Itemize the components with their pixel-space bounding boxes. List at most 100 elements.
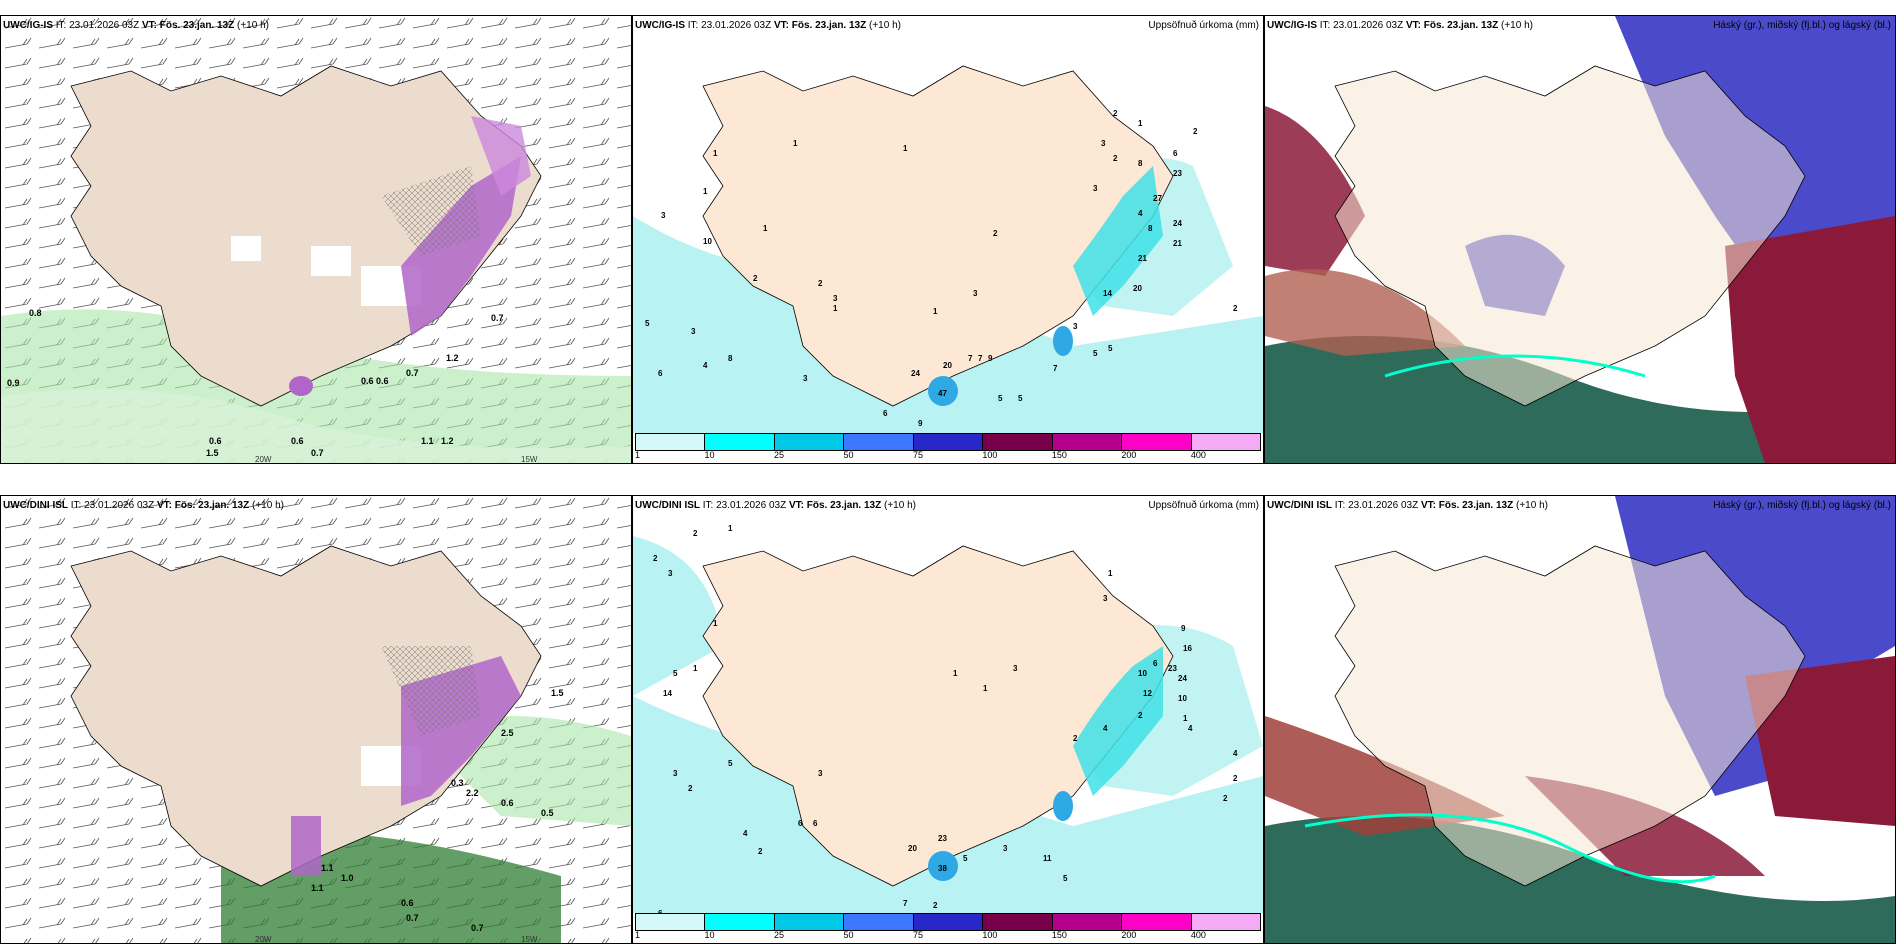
value-label: 1.1 bbox=[321, 863, 334, 873]
value-label: 16 bbox=[1183, 644, 1192, 653]
colorbar-tick: 50 bbox=[843, 450, 854, 460]
value-label: 5 bbox=[728, 759, 733, 768]
colorbar-swatch bbox=[1122, 914, 1192, 930]
axis-label: 15W bbox=[521, 935, 538, 943]
value-label: 8 bbox=[1148, 224, 1153, 233]
colorbar-swatch bbox=[774, 434, 845, 450]
colorbar-tick: 10 bbox=[704, 450, 715, 460]
value-label: 1.5 bbox=[551, 688, 564, 698]
value-label: 7 bbox=[978, 354, 983, 363]
colorbar-tick: 150 bbox=[1051, 930, 1067, 940]
value-label: 2 bbox=[753, 274, 758, 283]
colorbar-tick: 100 bbox=[982, 930, 998, 940]
value-label: 23 bbox=[1168, 664, 1177, 673]
value-label: 5 bbox=[1093, 349, 1098, 358]
value-label: 21 bbox=[1138, 254, 1147, 263]
value-label: 1 bbox=[713, 149, 718, 158]
map-wind-snow: 1.1 1.0 1.1 0.5 0.6 0.7 0.6 0.3 0.7 1.5 … bbox=[1, 496, 631, 943]
value-label: 1 bbox=[903, 144, 908, 153]
value-label: 0.6 bbox=[401, 898, 414, 908]
value-label: 2 bbox=[1113, 154, 1118, 163]
value-label: 3 bbox=[1003, 844, 1008, 853]
colorbar-tick: 75 bbox=[912, 930, 923, 940]
value-label: 4 bbox=[1233, 749, 1238, 758]
value-label: 14 bbox=[1103, 289, 1112, 298]
value-label: 1 bbox=[833, 304, 838, 313]
map-precip: 2 1 2 3 5 1 14 3 2 1 4 6 6 5 3 2 6 1 3 9… bbox=[633, 496, 1263, 943]
value-label: 2 bbox=[1233, 304, 1238, 313]
value-label: 1 bbox=[933, 307, 938, 316]
value-label: 2.2 bbox=[466, 788, 479, 798]
value-label: 2 bbox=[653, 554, 658, 563]
colorbar-swatch bbox=[844, 914, 914, 930]
value-label: 6 bbox=[1173, 149, 1178, 158]
value-label: 2 bbox=[1233, 774, 1238, 783]
panel-header: UWC/DINI ISL IT: 23.01.2026 03Z VT: Fös.… bbox=[635, 500, 916, 511]
panel-header: UWC/DINI ISL IT: 23.01.2026 03Z VT: Fös.… bbox=[1267, 500, 1548, 511]
value-label: 4 bbox=[1188, 724, 1193, 733]
value-label: 4 bbox=[743, 829, 748, 838]
axis-label: 20W bbox=[255, 455, 272, 463]
colorbar-swatch bbox=[705, 434, 775, 450]
value-label: 20 bbox=[943, 361, 952, 370]
map-precip: 3 10 5 4 6 3 2 3 1 1 1 2 3 1 3 2 4 8 2 6… bbox=[633, 16, 1263, 463]
value-label: 0.9 bbox=[7, 378, 20, 388]
colorbar-swatch bbox=[1052, 914, 1123, 930]
colorbar-tick: 200 bbox=[1121, 930, 1137, 940]
map-clouds bbox=[1265, 496, 1895, 943]
value-label: 3 bbox=[691, 327, 696, 336]
value-label: 3 bbox=[818, 769, 823, 778]
colorbar-swatch bbox=[844, 434, 914, 450]
value-label: 8 bbox=[728, 354, 733, 363]
colorbar-swatch bbox=[1191, 434, 1260, 450]
value-label: 9 bbox=[918, 419, 923, 428]
value-label: 0.7 bbox=[311, 448, 324, 458]
value-label: 38 bbox=[938, 864, 947, 873]
colorbar-swatch bbox=[705, 914, 775, 930]
panel-title: Uppsöfnuð úrkoma (mm) bbox=[1148, 20, 1259, 31]
value-label: 2.5 bbox=[501, 728, 514, 738]
colorbar-tick: 100 bbox=[982, 450, 998, 460]
value-label: 0.7 bbox=[471, 923, 484, 933]
value-label: 24 bbox=[1178, 674, 1187, 683]
value-label: 1 bbox=[1108, 569, 1113, 578]
colorbar-swatch bbox=[774, 914, 845, 930]
value-label: 3 bbox=[1093, 184, 1098, 193]
value-label: 0.6 bbox=[291, 436, 304, 446]
value-label: 7 bbox=[968, 354, 973, 363]
value-label: 6 bbox=[798, 819, 803, 828]
value-label: 2 bbox=[1223, 794, 1228, 803]
value-label: 2 bbox=[1113, 109, 1118, 118]
value-label: 0.8 bbox=[29, 308, 42, 318]
colorbar-tick: 400 bbox=[1190, 930, 1206, 940]
value-label: 9 bbox=[988, 354, 993, 363]
value-label: 3 bbox=[1073, 322, 1078, 331]
panel-header: UWC/IG-IS IT: 23.01.2026 03Z VT: Fös. 23… bbox=[635, 20, 901, 31]
value-label: 10 bbox=[703, 237, 712, 246]
value-label: 5 bbox=[1108, 344, 1113, 353]
colorbar-swatch bbox=[913, 914, 984, 930]
value-label: 0.5 bbox=[541, 808, 554, 818]
value-label: 5 bbox=[645, 319, 650, 328]
value-label: 2 bbox=[758, 847, 763, 856]
value-label: 1 bbox=[703, 187, 708, 196]
colorbar-tick: 1 bbox=[635, 450, 641, 460]
colorbar-tick: 400 bbox=[1190, 450, 1206, 460]
value-label: 6 bbox=[1153, 659, 1158, 668]
panel-title: Uppsöfnuð úrkoma (mm) bbox=[1148, 500, 1259, 511]
value-label: 1.0 bbox=[341, 873, 354, 883]
value-label: 20 bbox=[1133, 284, 1142, 293]
panel-dini-snow: UWC/DINI ISL IT: 23.01.2026 03Z VT: Fös.… bbox=[0, 495, 632, 944]
value-label: 5 bbox=[1018, 394, 1023, 403]
axis-label: 15W bbox=[521, 455, 538, 463]
value-label: 7 bbox=[903, 899, 908, 908]
panel-header: UWC/IG-IS IT: 23.01.2026 03Z VT: Fös. 23… bbox=[1267, 20, 1533, 31]
value-label: 7 bbox=[1053, 364, 1058, 373]
value-label: 3 bbox=[668, 569, 673, 578]
value-label: 6 bbox=[658, 369, 663, 378]
value-label: 20 bbox=[908, 844, 917, 853]
value-label: 1.2 bbox=[446, 353, 459, 363]
precip-colorbar: 1 10 25 50 75 100 150 200 400 bbox=[633, 913, 1263, 943]
value-label: 1.1 bbox=[311, 883, 324, 893]
colorbar-swatch bbox=[1122, 434, 1192, 450]
